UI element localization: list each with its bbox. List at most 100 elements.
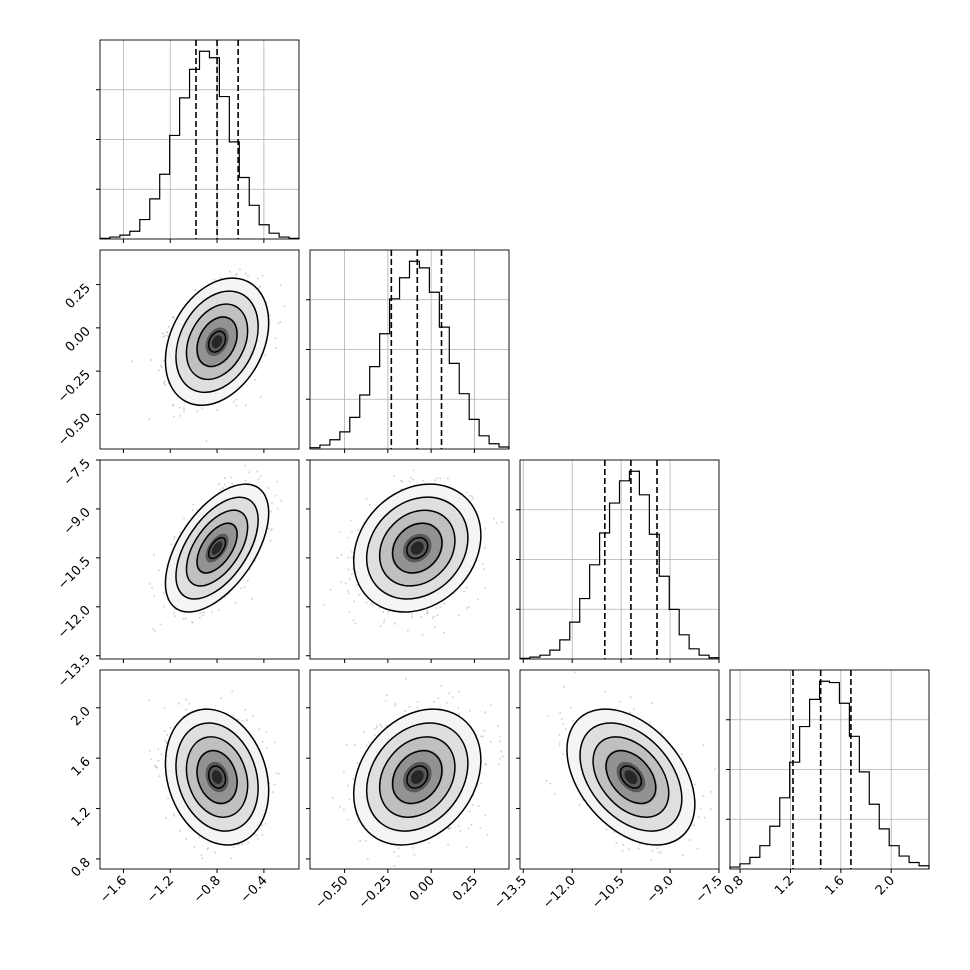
sample-point [173, 814, 176, 817]
sample-point [410, 476, 413, 479]
sample-point [408, 480, 411, 483]
sample-point [164, 816, 167, 819]
sample-point [274, 347, 277, 350]
sample-point [267, 486, 270, 489]
sample-point [222, 487, 225, 490]
sample-point [259, 475, 262, 478]
sample-point [174, 615, 177, 618]
contour-line-2 [185, 303, 249, 381]
sample-point [148, 749, 151, 752]
contour-line-2 [185, 509, 249, 587]
scatter-panel-1-0 [99, 249, 300, 450]
sample-point [484, 527, 487, 530]
sample-point [223, 476, 226, 479]
sample-point [179, 414, 182, 417]
sample-point [183, 410, 186, 413]
sample-point [344, 582, 347, 585]
sample-point [247, 471, 250, 474]
sample-point [182, 617, 185, 620]
histogram-panel-0 [96, 39, 300, 240]
sample-point [483, 546, 486, 549]
sample-point [264, 354, 267, 357]
sample-point [463, 590, 466, 593]
sample-point [400, 479, 403, 482]
sample-point [279, 499, 282, 502]
sample-point [211, 611, 214, 614]
sample-point [483, 586, 486, 589]
scatter-panel-3-0 [99, 669, 300, 870]
sample-point [371, 604, 374, 607]
sample-point [283, 305, 286, 308]
sample-point [412, 469, 415, 472]
sample-point [425, 612, 428, 615]
sample-point [269, 510, 272, 513]
scatter-area [322, 469, 504, 636]
sample-point [148, 417, 151, 420]
scatter-area [148, 460, 282, 632]
sample-point [276, 480, 279, 483]
sample-point [244, 404, 247, 407]
sample-point [232, 714, 235, 717]
sample-point [170, 543, 173, 546]
sample-point [202, 611, 205, 614]
sample-point [235, 272, 238, 275]
sample-point [276, 507, 279, 510]
sample-point [436, 614, 439, 617]
sample-point [152, 554, 155, 557]
sample-point [356, 584, 359, 587]
sample-point [365, 498, 368, 501]
sample-point [150, 758, 153, 761]
sample-point [172, 403, 175, 406]
sample-point [270, 528, 273, 531]
histogram-step-3 [729, 680, 930, 869]
sample-point [353, 600, 356, 603]
sample-point [431, 617, 434, 620]
sample-point [261, 274, 264, 277]
sample-point [258, 728, 261, 731]
sample-point [411, 616, 414, 619]
sample-point [159, 623, 162, 626]
sample-point [199, 612, 202, 615]
sample-point [223, 483, 226, 486]
sample-point [351, 530, 354, 533]
sample-point [157, 369, 160, 372]
sample-point [191, 621, 194, 624]
sample-point [267, 527, 270, 530]
sample-point [235, 404, 238, 407]
sample-point [347, 536, 350, 539]
sample-point [205, 440, 208, 443]
sample-point [439, 477, 442, 480]
contour-line-3 [196, 316, 238, 368]
sample-point [130, 360, 133, 363]
sample-point [382, 610, 385, 613]
sample-point [250, 597, 253, 600]
sample-point [172, 812, 175, 815]
sample-point [244, 272, 247, 275]
sample-point [354, 622, 357, 625]
sample-point [194, 289, 197, 292]
sample-point [350, 550, 353, 553]
sample-point [216, 408, 219, 411]
sample-point [279, 284, 282, 287]
sample-point [329, 588, 332, 591]
contour-line-1 [175, 496, 259, 600]
sample-point [196, 410, 199, 413]
sample-point [443, 602, 446, 605]
sample-point [192, 503, 195, 506]
sample-point [182, 407, 185, 410]
sample-point [240, 587, 243, 590]
sample-point [322, 603, 325, 606]
density-fill-5 [211, 541, 223, 555]
sample-point [436, 477, 439, 480]
sample-point [492, 517, 495, 520]
sample-point [163, 380, 166, 383]
sample-point [442, 631, 445, 634]
sample-point [230, 476, 233, 479]
sample-point [339, 530, 342, 533]
sample-point [457, 614, 460, 617]
sample-point [383, 618, 386, 621]
sample-point [243, 586, 246, 589]
sample-point [387, 611, 390, 614]
sample-point [347, 592, 350, 595]
